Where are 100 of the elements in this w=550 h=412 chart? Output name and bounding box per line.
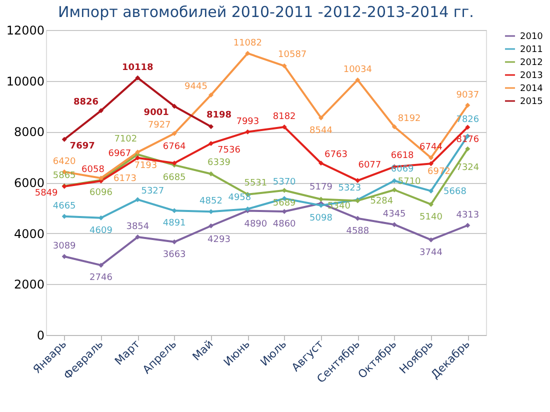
- y-tick-label: 8000: [14, 125, 44, 140]
- point: [245, 50, 250, 56]
- data-label: 6420: [52, 156, 76, 167]
- data-label: 2746: [90, 273, 113, 284]
- data-label: 5179: [310, 182, 333, 192]
- data-label: 4345: [382, 210, 406, 220]
- point: [355, 178, 360, 184]
- data-label: 10034: [343, 64, 372, 75]
- y-tick-label: 12000: [6, 24, 44, 38]
- data-label: 6096: [90, 188, 113, 198]
- point: [392, 124, 397, 130]
- data-label: 4852: [200, 196, 222, 207]
- point: [172, 104, 177, 109]
- data-label: 8544: [310, 126, 333, 136]
- data-label: 5668: [444, 186, 467, 197]
- chart-title: Импорт автомобилей 2010-2011 -2012-2013-2014 гг.: [58, 3, 474, 21]
- point: [465, 124, 470, 130]
- data-label: 4891: [162, 218, 186, 229]
- data-label: 6764: [162, 142, 186, 152]
- point: [465, 102, 470, 108]
- y-tick-label: 6000: [14, 176, 44, 190]
- legend-label: 2012: [520, 58, 543, 68]
- point: [208, 223, 214, 228]
- data-label: 5865: [52, 170, 76, 181]
- data-label: 7324: [456, 162, 480, 173]
- point: [428, 202, 434, 207]
- data-label: 4890: [244, 220, 268, 230]
- data-label: 3089: [52, 241, 76, 252]
- data-label: 4588: [346, 226, 370, 236]
- data-label: 7536: [218, 145, 241, 156]
- point: [135, 150, 140, 155]
- data-label: 10118: [122, 62, 154, 73]
- y-tick-label: 10000: [6, 74, 44, 88]
- data-label: 7697: [70, 141, 95, 152]
- data-label: 4293: [208, 234, 230, 245]
- data-label: 7927: [148, 120, 171, 131]
- point: [392, 187, 397, 192]
- point: [62, 254, 67, 259]
- point: [282, 188, 287, 193]
- data-label: 5689: [272, 198, 296, 208]
- data-label: 5531: [244, 178, 268, 188]
- data-label: 5849: [34, 188, 58, 198]
- point: [98, 262, 104, 268]
- data-label: 11082: [233, 38, 262, 48]
- point: [355, 77, 360, 82]
- point: [428, 161, 434, 166]
- data-label: 6967: [108, 148, 132, 159]
- point: [208, 171, 214, 176]
- y-tick-label: 0: [36, 328, 44, 342]
- data-label: 6173: [114, 174, 136, 184]
- point: [428, 237, 434, 242]
- data-label: 6618: [390, 150, 414, 161]
- data-label: 5323: [338, 184, 362, 194]
- point: [428, 188, 434, 194]
- point: [355, 216, 360, 221]
- data-label: 3854: [126, 222, 150, 232]
- data-label: 3744: [420, 248, 443, 258]
- point: [318, 160, 324, 166]
- data-label: 5284: [370, 196, 394, 207]
- point: [98, 108, 104, 114]
- data-label: 4860: [272, 219, 296, 230]
- point: [392, 178, 397, 184]
- legend-label: 2015: [520, 97, 543, 107]
- data-label: 8192: [398, 114, 421, 124]
- point: [62, 136, 67, 142]
- point: [135, 75, 140, 80]
- data-label: 6763: [324, 150, 348, 160]
- data-label: 7826: [456, 115, 480, 126]
- point: [172, 131, 177, 136]
- data-label: 9445: [184, 82, 208, 92]
- data-label: 6339: [208, 158, 231, 168]
- point: [208, 140, 214, 146]
- data-label: 8826: [73, 98, 99, 108]
- point: [318, 196, 324, 202]
- point: [172, 208, 177, 214]
- data-label: 6077: [358, 160, 382, 171]
- data-label: 5327: [141, 186, 164, 197]
- legend-label: 2014: [520, 84, 544, 94]
- point: [135, 197, 140, 202]
- point: [282, 63, 287, 68]
- point: [392, 222, 397, 228]
- data-label: 3663: [162, 250, 186, 260]
- data-label: 7993: [236, 116, 260, 127]
- point: [98, 215, 104, 220]
- point: [465, 222, 470, 228]
- data-label: 5710: [398, 176, 422, 187]
- legend-label: 2011: [520, 45, 543, 55]
- point: [282, 124, 287, 130]
- data-label: 9037: [456, 90, 480, 100]
- data-label: 10587: [278, 50, 307, 60]
- data-label: 7102: [114, 134, 138, 144]
- point: [428, 155, 434, 160]
- data-label: 4958: [228, 192, 252, 203]
- point: [465, 146, 470, 152]
- data-label: 4313: [456, 210, 480, 220]
- legend-label: 2010: [520, 32, 544, 42]
- y-tick-label: 4000: [14, 226, 44, 241]
- data-label: 5370: [272, 178, 296, 188]
- data-label: 8198: [206, 110, 232, 121]
- y-tick-label: 2000: [14, 278, 44, 292]
